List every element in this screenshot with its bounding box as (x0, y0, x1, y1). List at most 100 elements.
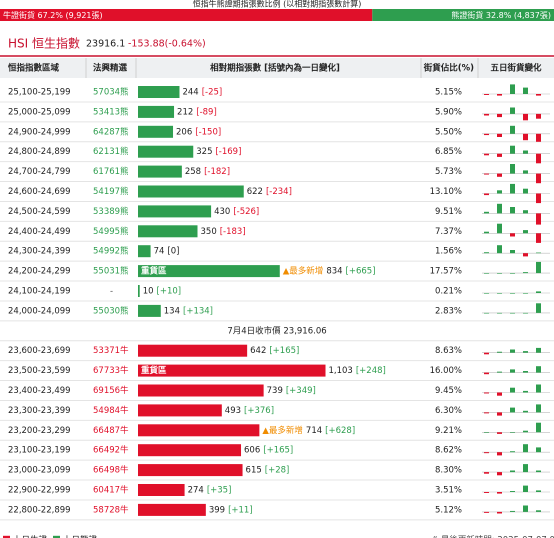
five-day-bar (484, 133, 489, 136)
count-label: 10 (143, 287, 154, 297)
five-day-bar (497, 223, 502, 234)
share: 8.63% (435, 346, 462, 356)
share: 13.10% (430, 187, 462, 197)
share: 9.51% (435, 207, 462, 217)
five-day-bar (510, 107, 515, 114)
five-day-bar (536, 173, 541, 184)
count-bar (138, 105, 175, 118)
count-label: 134 (164, 306, 180, 316)
five-day-bar (497, 452, 502, 456)
five-day-bar (497, 432, 502, 434)
count-label: 74 (154, 247, 165, 257)
range: 23,600-23,699 (8, 346, 71, 356)
five-day-bar (484, 432, 489, 433)
five-day-bar (536, 422, 541, 433)
share: 2.83% (435, 306, 462, 316)
code: 53371牛 (93, 345, 129, 356)
header-title: 恒指牛熊證期指張數比例 (以相對期指張數計算) (193, 0, 362, 9)
range: 23,000-23,099 (8, 466, 71, 476)
count-bar (138, 285, 140, 297)
five-day-bar (484, 412, 489, 414)
code: 53413熊 (93, 106, 129, 117)
five-day-bar (536, 384, 541, 393)
five-day-bar (484, 293, 489, 294)
five-day-bar (523, 170, 528, 174)
count-label: 622 (247, 187, 263, 197)
five-day-bar (536, 213, 541, 225)
five-day-bar (536, 303, 541, 313)
change-label: [+349] (286, 386, 316, 396)
code: 54992熊 (93, 246, 129, 257)
bull-share-bar (0, 9, 373, 21)
legend-label: 上日牛證 (13, 534, 48, 538)
count-label: 739 (267, 386, 283, 396)
five-day-bar (523, 253, 528, 257)
five-day-bar (510, 312, 515, 314)
five-day-bar (510, 369, 515, 373)
five-day-bar (484, 113, 489, 116)
five-day-bar (497, 133, 502, 137)
five-day-bar (536, 470, 541, 473)
five-day-bar (536, 447, 541, 453)
count-bar (138, 265, 280, 278)
legend-swatch (3, 535, 10, 538)
change-label: [+134] (183, 306, 213, 316)
five-day-bar (497, 203, 502, 214)
count-label: 212 (177, 107, 193, 117)
five-day-bar (523, 312, 528, 314)
range: 23,200-23,299 (8, 426, 71, 436)
legend-swatch (53, 535, 60, 538)
change-label: [-25] (202, 88, 223, 98)
range: 24,700-24,799 (8, 167, 71, 177)
change-label: [-183] (220, 227, 246, 237)
five-day-bar (536, 510, 541, 512)
five-day-bar (536, 347, 541, 353)
five-day-bar (497, 511, 502, 514)
five-day-bar (523, 87, 528, 94)
five-day-bar (484, 193, 489, 196)
code: 58728牛 (93, 504, 129, 515)
five-day-bar (536, 193, 541, 204)
five-day-bar (523, 230, 528, 234)
five-day-bar (523, 272, 528, 274)
change-label: [+35] (207, 486, 232, 496)
five-day-bar (510, 273, 515, 274)
change-label: [+10] (157, 287, 182, 297)
code: 54995熊 (93, 226, 129, 237)
code: - (110, 287, 113, 297)
five-day-bar (484, 211, 489, 214)
five-day-bar (497, 245, 502, 254)
change-label: [-234] (266, 187, 292, 197)
range: 24,500-24,599 (8, 207, 71, 217)
count-label: 606 (244, 446, 260, 456)
five-day-bar (510, 451, 515, 453)
five-day-bar (484, 452, 489, 454)
share: 6.85% (435, 147, 462, 157)
share: 5.90% (435, 107, 462, 117)
code: 55030熊 (93, 305, 129, 316)
code: 54197熊 (93, 186, 129, 197)
five-day-bar (484, 511, 489, 513)
range: 24,600-24,699 (8, 187, 71, 197)
count-bar (138, 424, 260, 437)
five-day-bar (510, 387, 515, 393)
five-day-bar (523, 133, 528, 141)
change-label: [+628] (325, 426, 355, 436)
count-bar (138, 503, 206, 516)
count-label: 834 (326, 267, 342, 277)
five-day-bar (484, 231, 489, 234)
most-added-note: ▲最多新增 (262, 425, 303, 436)
column-header: 五日街貨變化 (490, 63, 542, 74)
header-row (0, 58, 554, 78)
share: 9.21% (435, 426, 462, 436)
code: 62131熊 (93, 146, 129, 157)
range: 25,000-25,099 (8, 107, 71, 117)
count-label: 244 (182, 88, 198, 98)
five-day-bar (510, 125, 515, 134)
five-day-bar (536, 113, 541, 119)
five-day-bar (484, 472, 489, 474)
change-label: [+165] (269, 346, 299, 356)
change-label: [+28] (265, 466, 290, 476)
five-day-bar (510, 407, 515, 413)
